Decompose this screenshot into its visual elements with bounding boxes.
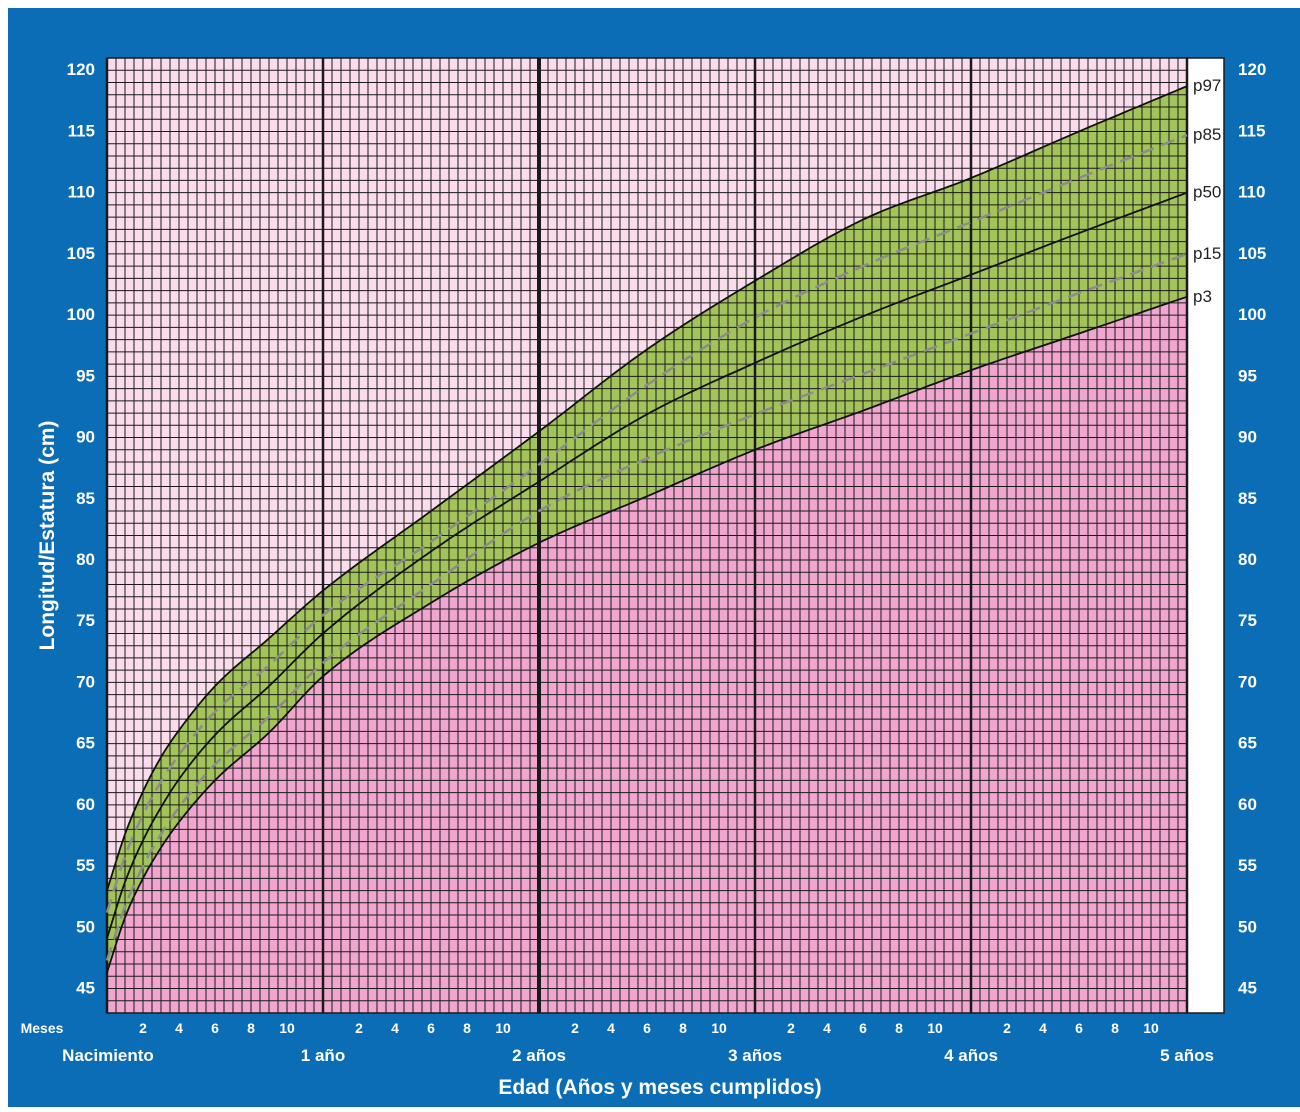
month-tick: 4 [823,1020,831,1036]
label-p50: p50 [1193,183,1221,202]
ytick-left: 45 [76,979,95,998]
month-tick: 8 [247,1020,255,1036]
ytick-right: 105 [1238,244,1266,263]
ytick-left: 110 [68,183,95,202]
label-p85: p85 [1193,125,1221,144]
curve-p97 [106,85,1188,891]
ytick-right: 75 [1238,611,1257,630]
month-tick: 10 [279,1020,295,1036]
y-axis-title: Longitud/Estatura (cm) [36,421,59,651]
x-axis-title: Edad (Años y meses cumplidos) [498,1076,821,1099]
month-tick: 6 [211,1020,219,1036]
month-tick: 8 [895,1020,903,1036]
month-tick: 10 [927,1020,943,1036]
month-tick: 8 [679,1020,687,1036]
month-tick: 4 [607,1020,615,1036]
ytick-right: 55 [1238,856,1257,875]
month-tick: 2 [139,1020,147,1036]
month-tick: 2 [571,1020,579,1036]
month-tick: 8 [463,1020,471,1036]
month-tick: 4 [1039,1020,1047,1036]
ytick-right: 85 [1238,489,1257,508]
curve-p3 [106,295,1188,973]
year-label: 5 años [1160,1046,1214,1065]
year-label: Nacimiento [62,1046,154,1065]
month-tick: 8 [1111,1020,1119,1036]
ytick-left: 115 [68,121,95,140]
ytick-left: 105 [67,244,95,263]
ytick-right: 100 [1238,305,1266,324]
label-p3: p3 [1193,287,1212,306]
month-tick: 4 [175,1020,183,1036]
ytick-right: 65 [1238,734,1257,753]
ytick-left: 90 [76,428,95,447]
month-tick: 10 [1143,1020,1159,1036]
ytick-left: 65 [76,734,95,753]
year-label: 2 años [512,1046,566,1065]
label-p15: p15 [1193,244,1221,263]
ytick-right: 60 [1238,795,1257,814]
ytick-right: 90 [1238,428,1257,447]
month-tick: 6 [1075,1020,1083,1036]
ytick-left: 95 [76,366,95,385]
month-tick: 6 [427,1020,435,1036]
month-tick: 6 [643,1020,651,1036]
ytick-left: 55 [76,856,95,875]
curve-p85 [105,133,1188,913]
grid-lines [105,57,1189,1014]
ytick-right: 115 [1238,121,1265,140]
label-strip-border [1186,57,1225,1014]
ytick-left: 120 [67,60,95,79]
label-strip [1187,58,1224,1013]
ytick-left: 50 [76,917,95,936]
month-tick: 4 [391,1020,399,1036]
year-label: 4 años [944,1046,998,1065]
month-tick: 10 [495,1020,511,1036]
ytick-right: 50 [1238,917,1257,936]
ytick-left: 70 [76,672,95,691]
ytick-left: 75 [76,611,95,630]
month-tick: 2 [787,1020,795,1036]
curve-p15 [105,252,1188,961]
month-tick: 2 [1003,1020,1011,1036]
month-tick: 10 [711,1020,727,1036]
ytick-left: 100 [67,305,95,324]
ytick-left: 60 [76,795,95,814]
ytick-right: 70 [1238,672,1257,691]
ytick-right: 95 [1238,366,1257,385]
label-p97: p97 [1193,76,1221,95]
ytick-right: 80 [1238,550,1257,569]
curve-p50 [106,191,1188,939]
ytick-right: 45 [1238,979,1257,998]
year-label: 3 años [728,1046,782,1065]
ytick-right: 120 [1238,60,1266,79]
months-label: Meses [21,1020,64,1036]
ytick-right: 110 [1238,183,1265,202]
month-tick: 6 [859,1020,867,1036]
ytick-left: 80 [76,550,95,569]
year-label: 1 año [301,1046,345,1065]
ytick-left: 85 [76,489,95,508]
month-tick: 2 [355,1020,363,1036]
